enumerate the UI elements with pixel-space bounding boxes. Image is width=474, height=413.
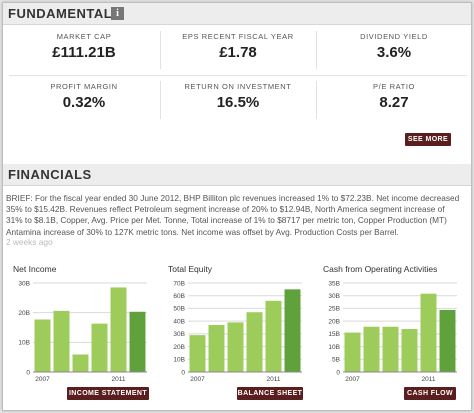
y-tick-label: 0: [181, 369, 185, 376]
bar: [34, 319, 51, 372]
x-tick-label: 2011: [422, 376, 436, 383]
metric-roi: RETURN ON INVESTMENT 16.5%: [163, 79, 313, 123]
y-tick-label: 20B: [328, 318, 340, 325]
brief-line: BRIEF: For the fiscal year ended 30 June…: [6, 193, 460, 203]
info-icon[interactable]: i: [111, 7, 124, 20]
y-tick-label: 30B: [173, 331, 185, 338]
financials-brief: BRIEF: For the fiscal year ended 30 June…: [6, 193, 471, 238]
fundamentals-header: FUNDAMENTALS i: [3, 3, 471, 25]
metric-label: P/E RATIO: [373, 82, 415, 91]
x-tick-label: 2007: [35, 376, 50, 383]
y-tick-label: 50B: [173, 306, 185, 313]
net-income-chart-svg: 0 10B 20B 30B 2007 2011: [18, 280, 147, 383]
x-tick-label: 2007: [190, 376, 205, 383]
bar: [363, 326, 380, 372]
bar: [189, 335, 206, 372]
y-tick-label: 0: [336, 369, 340, 376]
y-tick-label: 20B: [173, 344, 185, 351]
y-tick-label: 30B: [328, 293, 340, 300]
metric-value: 16.5%: [216, 94, 260, 111]
y-tick-label: 30B: [18, 280, 30, 287]
metric-market-cap: MARKET CAP £111.21B: [9, 29, 159, 73]
y-tick-label: 10B: [173, 357, 185, 364]
x-tick-label: 2011: [267, 376, 281, 383]
metric-label: MARKET CAP: [56, 32, 112, 41]
bar: [53, 310, 70, 372]
see-more-button[interactable]: SEE MORE: [405, 133, 451, 146]
metric-eps: EPS RECENT FISCAL YEAR £1.78: [163, 29, 313, 73]
total-equity-chart: 0 10B 20B 30B 40B 50B 60B 70B 2007 2011: [166, 279, 306, 385]
metric-label: DIVIDEND YIELD: [360, 32, 428, 41]
balance-sheet-button[interactable]: BALANCE SHEET: [237, 387, 303, 400]
posted-time: 2 weeks ago: [6, 237, 53, 247]
y-tick-label: 60B: [173, 293, 185, 300]
divider: [316, 81, 317, 119]
y-tick-label: 35B: [328, 280, 340, 287]
metric-label: PROFIT MARGIN: [50, 82, 118, 91]
metric-profit-margin: PROFIT MARGIN 0.32%: [9, 79, 159, 123]
metric-label: EPS RECENT FISCAL YEAR: [182, 32, 294, 41]
bar: [265, 300, 282, 372]
bar: [227, 322, 244, 372]
metric-value: 3.6%: [376, 44, 412, 61]
chart-title-total-equity: Total Equity: [168, 264, 212, 274]
income-statement-button[interactable]: INCOME STATEMENT: [67, 387, 149, 400]
y-tick-label: 25B: [328, 306, 340, 313]
metric-value: 8.27: [379, 94, 409, 111]
y-tick-label: 5B: [332, 357, 340, 364]
bar: [110, 287, 127, 372]
brief-line: 35% to $15.42B. Revenues reflect Petrole…: [6, 204, 445, 215]
y-tick-label: 20B: [18, 310, 30, 317]
bar: [129, 311, 146, 372]
divider: [160, 31, 161, 69]
metric-value: £111.21B: [52, 44, 116, 61]
metric-dividend-yield: DIVIDEND YIELD 3.6%: [319, 29, 469, 73]
bar: [246, 312, 263, 372]
total-equity-chart-svg: 0 10B 20B 30B 40B 50B 60B 70B 2007 2011: [173, 280, 302, 383]
y-tick-label: 10B: [18, 340, 30, 347]
bar: [72, 354, 89, 372]
y-tick-label: 15B: [328, 331, 340, 338]
chart-title-net-income: Net Income: [13, 264, 57, 274]
fundamentals-title: FUNDAMENTALS: [8, 6, 122, 21]
bar: [208, 324, 225, 372]
chart-title-cash-from-operations: Cash from Operating Activities: [323, 264, 438, 274]
bar: [344, 332, 361, 372]
y-tick-label: 70B: [173, 280, 185, 287]
financials-header: FINANCIALS: [3, 164, 471, 186]
net-income-chart: 0 10B 20B 30B 2007 2011: [11, 279, 151, 385]
bar: [382, 326, 399, 372]
bar: [420, 293, 437, 372]
bar: [91, 323, 108, 372]
cash-flow-chart: 0 5B 10B 15B 20B 25B 30B 35B 2007 2011: [321, 279, 461, 385]
brief-line: 31% to $8.1B, Copper, Avg. Price per Met…: [6, 215, 447, 226]
financials-title: FINANCIALS: [8, 167, 92, 182]
divider: [316, 31, 317, 69]
y-tick-label: 0: [26, 369, 30, 376]
brief-line: Antamina increase of 30% to 127K metric …: [6, 226, 399, 237]
y-tick-label: 40B: [173, 318, 185, 325]
cash-flow-chart-svg: 0 5B 10B 15B 20B 25B 30B 35B 2007 2011: [328, 280, 457, 383]
metric-value: 0.32%: [62, 94, 106, 111]
bar: [284, 289, 301, 372]
metric-label: RETURN ON INVESTMENT: [184, 82, 292, 91]
metric-pe-ratio: P/E RATIO 8.27: [319, 79, 469, 123]
divider: [9, 75, 467, 76]
bar: [401, 329, 418, 372]
x-tick-label: 2007: [345, 376, 360, 383]
x-tick-label: 2011: [112, 376, 126, 383]
metric-value: £1.78: [219, 44, 257, 61]
y-tick-label: 10B: [328, 344, 340, 351]
bar: [439, 309, 456, 372]
cash-flow-button[interactable]: CASH FLOW: [404, 387, 456, 400]
divider: [160, 81, 161, 119]
